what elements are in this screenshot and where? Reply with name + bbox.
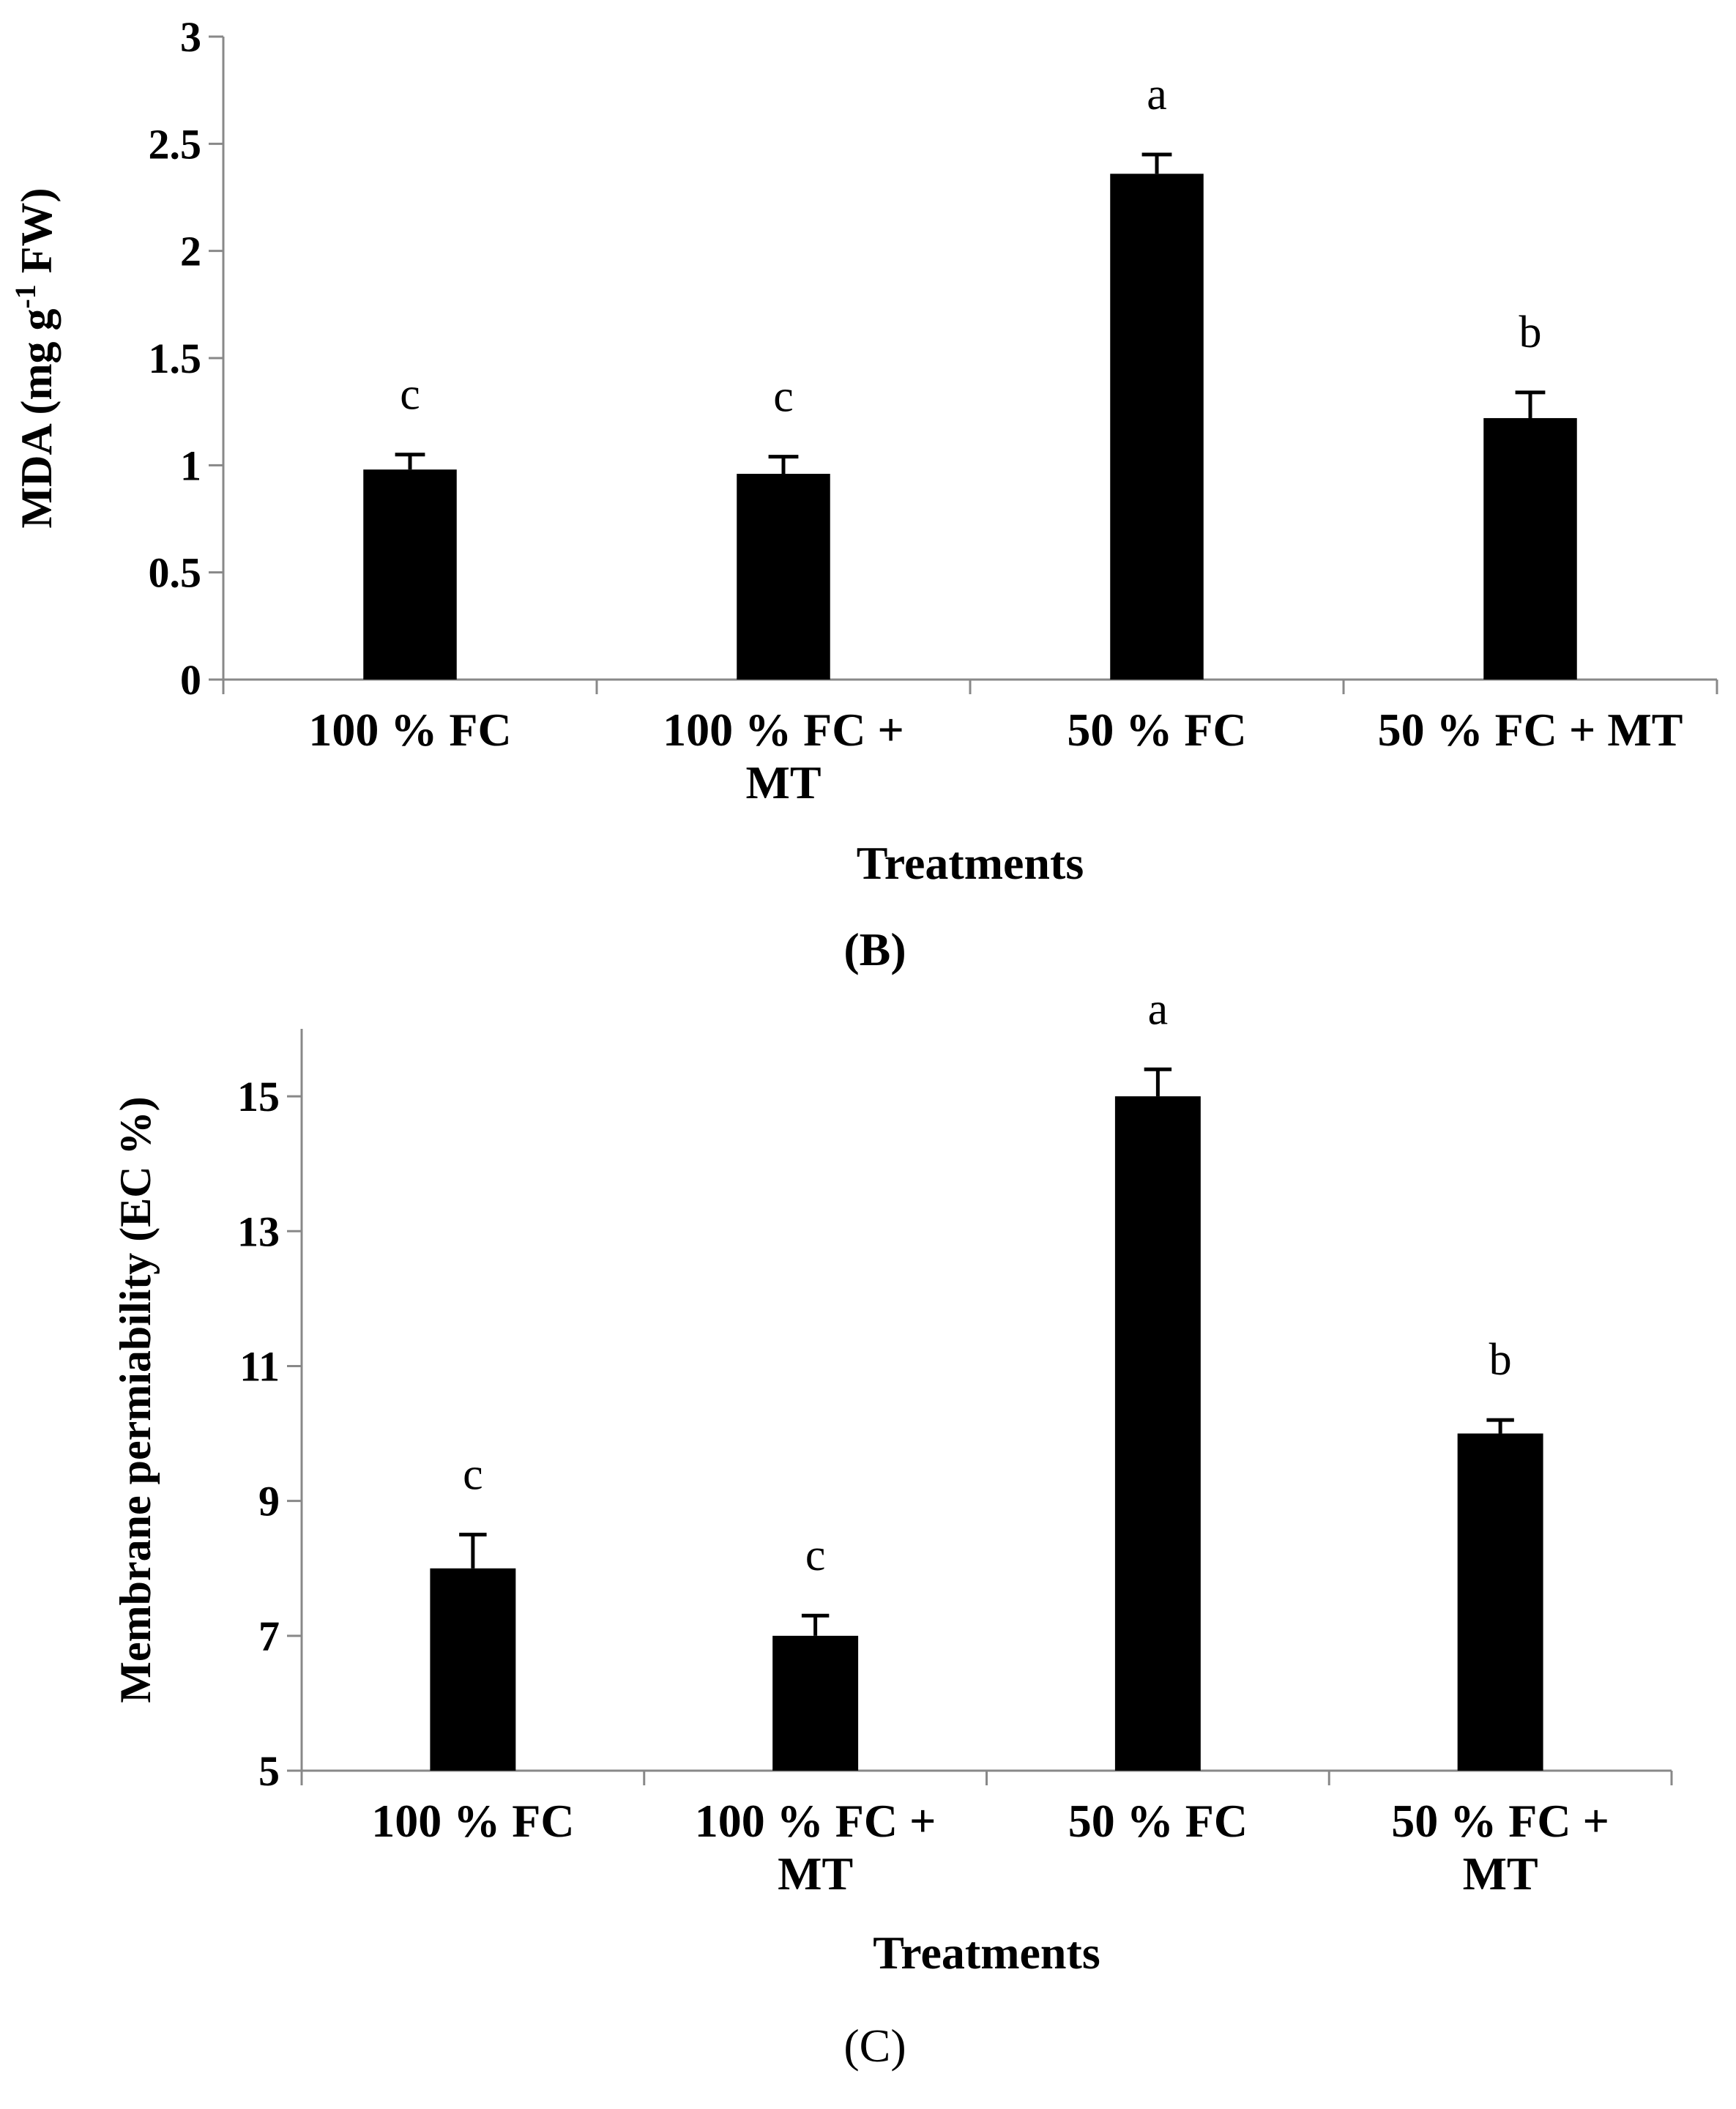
bar	[363, 469, 457, 680]
bar	[1110, 174, 1204, 680]
bar	[430, 1568, 516, 1771]
category-label: 50 % FC	[1067, 704, 1246, 756]
category-label: MT	[1463, 1848, 1538, 1900]
y-tick-label: 2.5	[149, 120, 202, 168]
y-axis-title: Membrane permiability (EC %)	[111, 1096, 160, 1703]
y-tick-label: 5	[258, 1747, 280, 1795]
category-label: 100 % FC +	[663, 704, 904, 756]
y-tick-label: 11	[239, 1342, 280, 1390]
significance-label: b	[1519, 308, 1542, 357]
x-axis-title: Treatments	[857, 837, 1084, 889]
y-tick-label: 1.5	[149, 335, 202, 382]
y-tick-label: 7	[258, 1613, 280, 1660]
y-axis-title-tail: FW)	[12, 188, 61, 285]
significance-label: c	[400, 370, 420, 420]
y-axis-title-main: Membrane permiability (EC %)	[111, 1096, 160, 1703]
y-axis-title-superscript: -1	[9, 284, 42, 308]
bar	[1457, 1433, 1543, 1771]
significance-label: c	[463, 1450, 483, 1500]
panel-label: (C)	[843, 2020, 906, 2072]
bar	[737, 474, 830, 680]
significance-label: b	[1489, 1335, 1512, 1385]
category-label: 50 % FC +	[1391, 1795, 1609, 1847]
y-axis-title: MDA (mg g-1 FW)	[9, 188, 62, 529]
significance-label: a	[1148, 984, 1169, 1034]
significance-label: c	[773, 372, 794, 422]
y-tick-label: 1	[180, 442, 201, 489]
y-tick-label: 2	[180, 228, 201, 275]
y-tick-label: 9	[258, 1478, 280, 1525]
y-tick-label: 15	[237, 1073, 280, 1120]
category-label: 100 % FC +	[695, 1795, 936, 1847]
x-axis-title: Treatments	[873, 1927, 1100, 1979]
category-label: 50 % FC + MT	[1378, 704, 1683, 756]
bar	[772, 1635, 859, 1771]
chart-mda: 0 0.5 1 1.5 2 2.5 3 c 100 % FC c 100 % FC +MT a 50 %…	[9, 13, 1718, 975]
significance-label: c	[805, 1530, 826, 1580]
category-label: MT	[778, 1848, 853, 1900]
y-tick-label: 0.5	[149, 549, 202, 597]
bar	[1483, 417, 1577, 680]
panel-label: (B)	[843, 923, 906, 975]
significance-label: a	[1147, 70, 1167, 119]
category-label: MT	[745, 756, 821, 808]
bar	[1114, 1096, 1201, 1771]
y-tick-label: 3	[180, 13, 201, 61]
category-label: 100 % FC	[308, 704, 511, 756]
category-label: 50 % FC	[1068, 1795, 1248, 1847]
y-tick-label: 0	[180, 656, 201, 704]
category-label: 100 % FC	[371, 1795, 574, 1847]
y-tick-label: 13	[237, 1208, 280, 1255]
y-axis-title-main: MDA (mg g	[12, 309, 61, 529]
